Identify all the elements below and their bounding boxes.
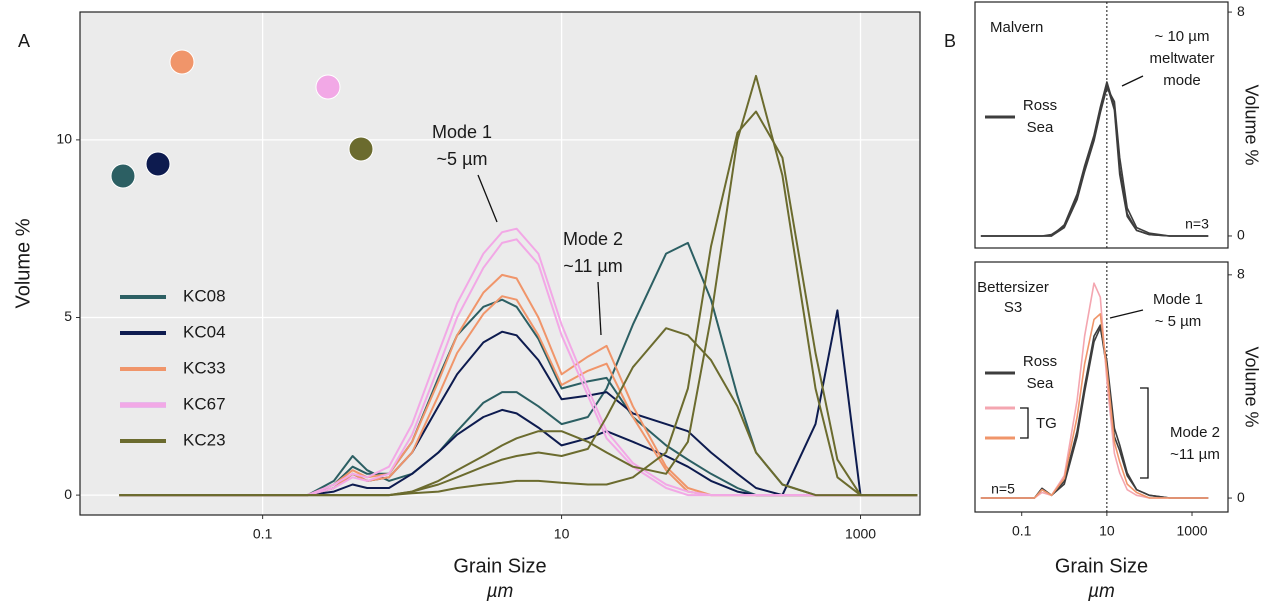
site-marker [349, 137, 373, 161]
annotation: ~ 5 µm [1155, 313, 1202, 330]
annotation: n=3 [1185, 216, 1209, 232]
figure: 05100.1101000Volume %Grain SizeµmAMode 1… [0, 0, 1264, 604]
y-tick-label: 0 [1237, 489, 1245, 505]
x-tick-label: 0.1 [1012, 523, 1032, 539]
legend-label: Sea [1027, 119, 1054, 136]
annotation: mode [1163, 72, 1201, 89]
panel-title: Bettersizer [977, 279, 1049, 296]
panel-title: S3 [1004, 299, 1022, 316]
x-tick-label: 1000 [1176, 523, 1207, 539]
y-axis-title: Volume % [1241, 84, 1261, 165]
y-tick-label: 5 [64, 308, 72, 324]
annotation: ~11 µm [1170, 446, 1220, 463]
x-tick-label: 0.1 [253, 526, 273, 542]
y-axis-title: Volume % [12, 218, 34, 308]
x-axis-unit: µm [1087, 581, 1115, 602]
legend-label: KC23 [183, 430, 226, 449]
y-tick-label: 0 [1237, 227, 1245, 243]
y-tick-label: 0 [64, 486, 72, 502]
legend-label: Ross [1023, 97, 1057, 114]
y-axis-title: Volume % [1241, 346, 1261, 427]
x-axis-title: Grain Size [1055, 555, 1148, 577]
x-axis-title: Grain Size [453, 555, 546, 577]
legend-label: Sea [1027, 375, 1054, 392]
y-tick-label: 10 [56, 131, 72, 147]
annotation: Mode 1 [1153, 291, 1203, 308]
annotation: meltwater [1149, 50, 1214, 67]
panel-label: B [944, 31, 956, 51]
panel-title: Malvern [990, 19, 1043, 36]
y-tick-label: 8 [1237, 266, 1245, 282]
panel-label: A [18, 31, 30, 51]
site-marker [111, 164, 135, 188]
annotation: Mode 2 [1170, 424, 1220, 441]
annotation: ~11 µm [563, 256, 623, 276]
annotation: Mode 1 [432, 122, 492, 142]
site-marker [146, 152, 170, 176]
x-tick-label: 10 [1099, 523, 1115, 539]
legend-label: Ross [1023, 353, 1057, 370]
annotation: Mode 2 [563, 229, 623, 249]
legend-label: KC67 [183, 394, 226, 413]
x-tick-label: 10 [554, 526, 570, 542]
annotation: ~5 µm [437, 149, 488, 169]
legend-label: KC04 [183, 322, 226, 341]
annotation: n=5 [991, 481, 1015, 497]
legend-label: KC08 [183, 286, 226, 305]
site-marker [316, 75, 340, 99]
legend-label: KC33 [183, 358, 226, 377]
x-tick-label: 1000 [845, 526, 876, 542]
y-tick-label: 8 [1237, 3, 1245, 19]
annotation: ~ 10 µm [1155, 28, 1210, 45]
x-axis-unit: µm [486, 581, 514, 602]
site-marker [170, 50, 194, 74]
legend-label: TG [1036, 415, 1057, 432]
